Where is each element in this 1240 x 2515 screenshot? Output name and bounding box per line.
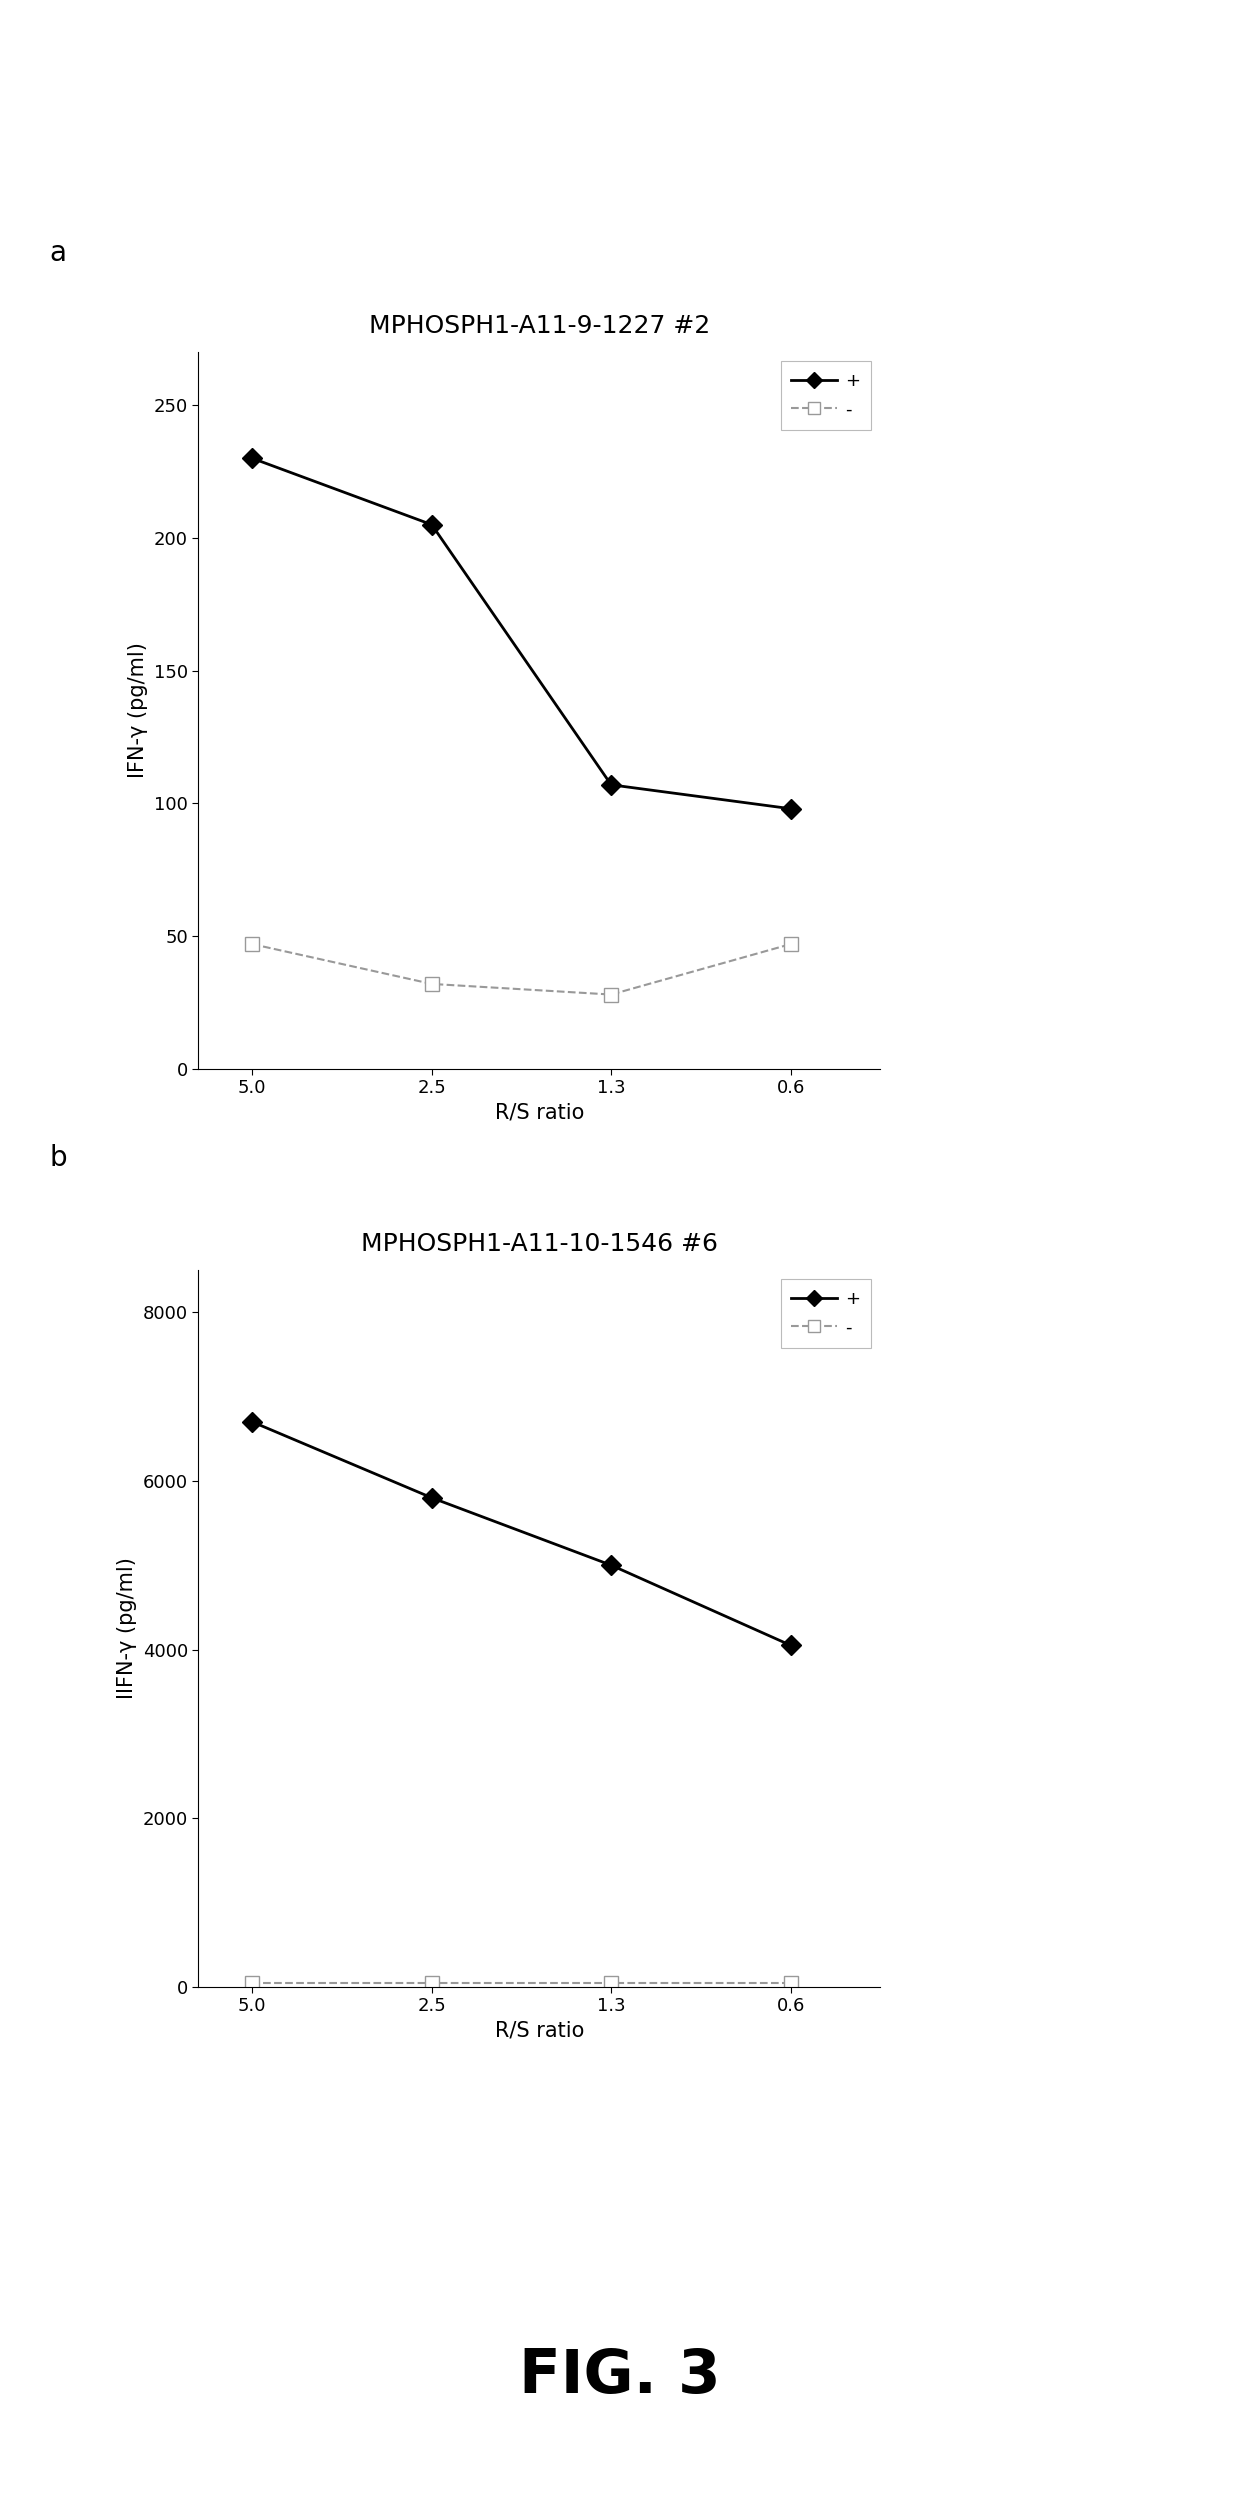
Text: FIG. 3: FIG. 3 [520, 2346, 720, 2407]
Y-axis label: IFN-γ (pg/ml): IFN-γ (pg/ml) [128, 641, 148, 780]
Legend: +, -: +, - [780, 362, 872, 430]
Legend: +, -: +, - [780, 1280, 872, 1348]
Text: b: b [50, 1144, 67, 1172]
Title: MPHOSPH1-A11-10-1546 #6: MPHOSPH1-A11-10-1546 #6 [361, 1232, 718, 1255]
Y-axis label: IIFN-γ (pg/ml): IIFN-γ (pg/ml) [117, 1557, 138, 1700]
Text: a: a [50, 239, 67, 267]
X-axis label: R/S ratio: R/S ratio [495, 2022, 584, 2040]
Title: MPHOSPH1-A11-9-1227 #2: MPHOSPH1-A11-9-1227 #2 [368, 314, 711, 337]
X-axis label: R/S ratio: R/S ratio [495, 1104, 584, 1122]
